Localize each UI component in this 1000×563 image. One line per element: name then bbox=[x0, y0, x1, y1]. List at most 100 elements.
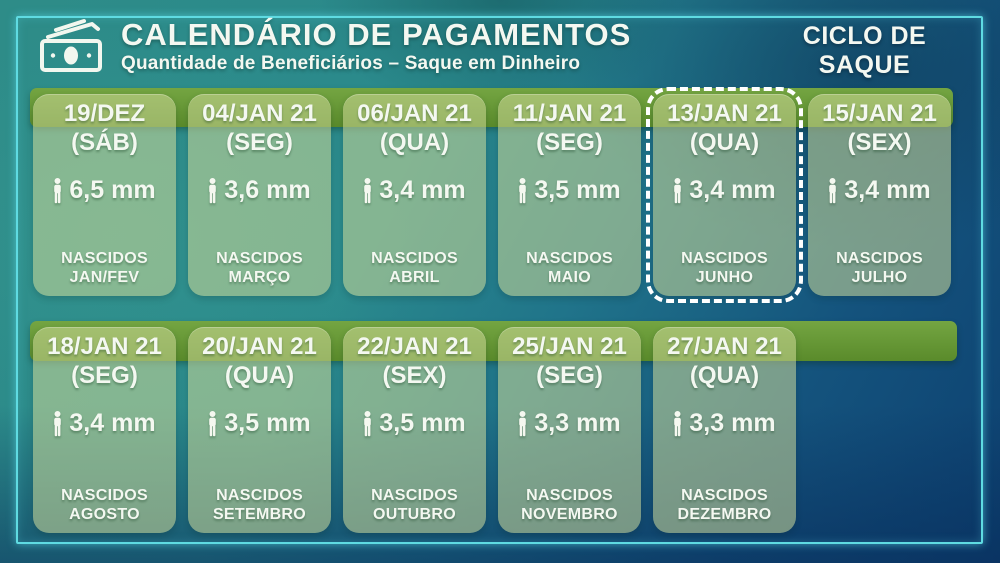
card-group-month: ABRIL bbox=[389, 269, 440, 286]
card-birth-group: NASCIDOS AGOSTO bbox=[61, 486, 148, 524]
payment-card: 11/JAN 21 (SEG) 3,5 mm NASCIDOS MAIO bbox=[498, 94, 641, 296]
card-group-label: NASCIDOS bbox=[371, 250, 458, 267]
card-date: 27/JAN 21 bbox=[667, 333, 782, 360]
card-weekday: (SEG) bbox=[536, 362, 603, 389]
card-group-month: OUTUBRO bbox=[373, 506, 456, 523]
payment-card: 15/JAN 21 (SEX) 3,4 mm NASCIDOS JULHO bbox=[808, 94, 951, 296]
card-birth-group: NASCIDOS DEZEMBRO bbox=[678, 486, 772, 524]
banknotes-icon bbox=[36, 16, 108, 76]
card-birth-group: NASCIDOS MAIO bbox=[526, 249, 613, 287]
cycle-title: CICLO DE SAQUE bbox=[802, 22, 927, 79]
person-icon bbox=[363, 177, 372, 204]
card-beneficiaries: 3,4 mm bbox=[363, 176, 466, 205]
payment-card: 25/JAN 21 (SEG) 3,3 mm NASCIDOS NOVEMBRO bbox=[498, 327, 641, 533]
card-weekday: (SEG) bbox=[536, 129, 603, 156]
payment-card: 19/DEZ (SÁB) 6,5 mm NASCIDOS JAN/FEV bbox=[33, 94, 176, 296]
payment-card: 06/JAN 21 (QUA) 3,4 mm NASCIDOS ABRIL bbox=[343, 94, 486, 296]
card-value-text: 3,4 mm bbox=[69, 409, 156, 437]
card-group-label: NASCIDOS bbox=[61, 487, 148, 504]
person-icon bbox=[518, 177, 527, 204]
card-beneficiaries: 3,4 mm bbox=[53, 409, 156, 438]
person-icon bbox=[673, 177, 682, 204]
card-date: 04/JAN 21 bbox=[202, 100, 317, 127]
title-block: CALENDÁRIO DE PAGAMENTOS Quantidade de B… bbox=[121, 17, 631, 75]
person-icon bbox=[828, 177, 837, 204]
card-date: 11/JAN 21 bbox=[512, 100, 627, 127]
card-value-text: 3,4 mm bbox=[379, 176, 466, 204]
payment-row-1: 19/DEZ (SÁB) 6,5 mm NASCIDOS JAN/FEV 04/… bbox=[33, 87, 951, 303]
person-icon bbox=[363, 410, 372, 437]
card-group-label: NASCIDOS bbox=[681, 250, 768, 267]
card-weekday: (SEG) bbox=[226, 129, 293, 156]
card-value-text: 3,4 mm bbox=[844, 176, 931, 204]
payment-card: 20/JAN 21 (QUA) 3,5 mm NASCIDOS SETEMBRO bbox=[188, 327, 331, 533]
card-value-text: 3,6 mm bbox=[224, 176, 311, 204]
payment-card: 13/JAN 21 (QUA) 3,4 mm NASCIDOS JUNHO bbox=[646, 87, 803, 303]
card-birth-group: NASCIDOS JUNHO bbox=[681, 249, 768, 287]
card-group-month: SETEMBRO bbox=[212, 506, 307, 523]
card-beneficiaries: 3,5 mm bbox=[208, 409, 311, 438]
person-icon bbox=[518, 410, 527, 437]
card-beneficiaries: 3,6 mm bbox=[208, 176, 311, 205]
card-group-month: JAN/FEV bbox=[69, 269, 140, 286]
card-beneficiaries: 3,4 mm bbox=[673, 176, 776, 205]
payment-card: 27/JAN 21 (QUA) 3,3 mm NASCIDOS DEZEMBRO bbox=[653, 327, 796, 533]
card-group-label: NASCIDOS bbox=[836, 250, 923, 267]
card-group-month: DEZEMBRO bbox=[677, 506, 772, 523]
card-value-text: 3,5 mm bbox=[379, 409, 466, 437]
card-value-text: 3,3 mm bbox=[534, 409, 621, 437]
card-value-text: 3,3 mm bbox=[689, 409, 776, 437]
row2-green-strip bbox=[30, 321, 957, 361]
card-weekday: (SEX) bbox=[382, 362, 447, 389]
card-weekday: (SÁB) bbox=[71, 129, 138, 156]
person-icon bbox=[53, 177, 62, 204]
card-group-month: MARÇO bbox=[228, 269, 291, 286]
card-beneficiaries: 3,4 mm bbox=[828, 176, 931, 205]
person-icon bbox=[208, 177, 217, 204]
card-beneficiaries: 3,3 mm bbox=[673, 409, 776, 438]
card-beneficiaries: 3,3 mm bbox=[518, 409, 621, 438]
card-birth-group: NASCIDOS OUTUBRO bbox=[371, 486, 458, 524]
card-group-month: MAIO bbox=[548, 269, 591, 286]
card-group-label: NASCIDOS bbox=[681, 487, 768, 504]
card-group-month: AGOSTO bbox=[69, 506, 140, 523]
payment-card: 04/JAN 21 (SEG) 3,6 mm NASCIDOS MARÇO bbox=[188, 94, 331, 296]
header: CALENDÁRIO DE PAGAMENTOS Quantidade de B… bbox=[36, 16, 631, 76]
card-value-text: 3,4 mm bbox=[689, 176, 776, 204]
card-weekday: (SEG) bbox=[71, 362, 138, 389]
person-icon bbox=[208, 410, 217, 437]
card-weekday: (QUA) bbox=[689, 129, 760, 156]
card-group-month: NOVEMBRO bbox=[521, 506, 618, 523]
card-value-text: 3,5 mm bbox=[224, 409, 311, 437]
payment-card: 18/JAN 21 (SEG) 3,4 mm NASCIDOS AGOSTO bbox=[33, 327, 176, 533]
row1-green-strip bbox=[30, 88, 953, 127]
card-birth-group: NASCIDOS JAN/FEV bbox=[61, 249, 148, 287]
card-group-label: NASCIDOS bbox=[216, 250, 303, 267]
card-weekday: (QUA) bbox=[379, 129, 450, 156]
card-weekday: (SEX) bbox=[847, 129, 912, 156]
card-beneficiaries: 6,5 mm bbox=[53, 176, 156, 205]
card-group-month: JULHO bbox=[851, 269, 908, 286]
page-title: CALENDÁRIO DE PAGAMENTOS bbox=[121, 17, 632, 52]
card-date: 13/JAN 21 bbox=[667, 100, 782, 127]
card-group-label: NASCIDOS bbox=[61, 250, 148, 267]
card-date: 19/DEZ bbox=[63, 100, 146, 127]
payment-card: 22/JAN 21 (SEX) 3,5 mm NASCIDOS OUTUBRO bbox=[343, 327, 486, 533]
card-birth-group: NASCIDOS SETEMBRO bbox=[213, 486, 306, 524]
card-birth-group: NASCIDOS ABRIL bbox=[371, 249, 458, 287]
card-group-label: NASCIDOS bbox=[216, 487, 303, 504]
card-weekday: (QUA) bbox=[689, 362, 760, 389]
card-weekday: (QUA) bbox=[224, 362, 295, 389]
card-birth-group: NASCIDOS JULHO bbox=[836, 249, 923, 287]
page-subtitle: Quantidade de Beneficiários – Saque em D… bbox=[121, 53, 581, 74]
card-date: 22/JAN 21 bbox=[357, 333, 472, 360]
card-value-text: 6,5 mm bbox=[69, 176, 156, 204]
card-birth-group: NASCIDOS MARÇO bbox=[216, 249, 303, 287]
person-icon bbox=[53, 410, 62, 437]
card-group-label: NASCIDOS bbox=[371, 487, 458, 504]
card-group-label: NASCIDOS bbox=[526, 250, 613, 267]
card-beneficiaries: 3,5 mm bbox=[518, 176, 621, 205]
card-date: 06/JAN 21 bbox=[357, 100, 472, 127]
card-date: 15/JAN 21 bbox=[822, 100, 937, 127]
